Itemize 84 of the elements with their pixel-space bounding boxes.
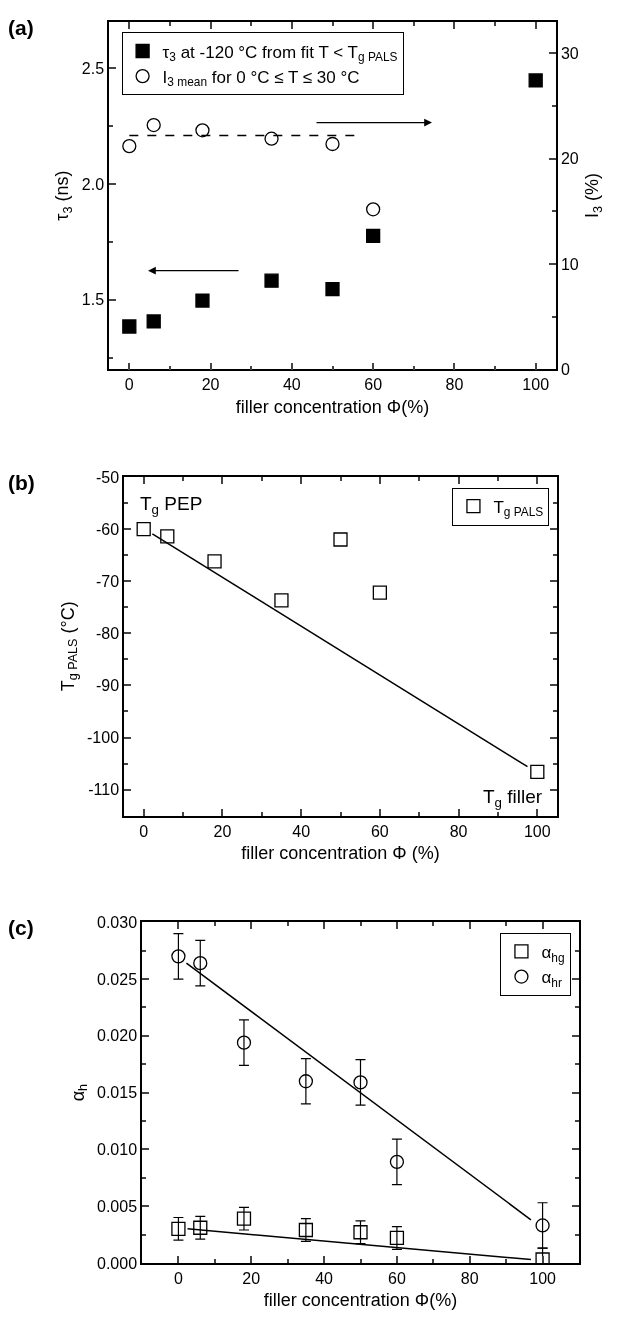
point xyxy=(333,532,348,547)
y2-tick-label: 20 xyxy=(560,150,579,168)
annotation: T$_{g}$ filler xyxy=(483,786,543,810)
x-tick-label: 20 xyxy=(242,1269,261,1287)
y-tick-label: 1.5 xyxy=(81,291,105,309)
point xyxy=(122,138,137,154)
point xyxy=(366,202,381,217)
y2-tick-label: 30 xyxy=(560,45,579,63)
chart-title: (c) xyxy=(8,916,34,939)
legend-label: T$_{g PALS}$ xyxy=(493,497,544,520)
x-tick-label: 20 xyxy=(213,822,232,840)
x-tick-label: 80 xyxy=(449,822,468,840)
x-tick-label: 0 xyxy=(173,1269,183,1287)
y-tick-label: 0.010 xyxy=(97,1140,138,1158)
point xyxy=(325,136,340,152)
x-tick-label: 100 xyxy=(529,1269,557,1287)
chart-title: (b) xyxy=(8,471,35,494)
x-tick-label: 80 xyxy=(445,376,464,394)
point xyxy=(353,1225,368,1240)
legend-label: τ$_{3}$ at -120 °C from fit T < T$_{g PALS}$ xyxy=(162,42,398,65)
point xyxy=(325,282,340,297)
point xyxy=(207,554,222,569)
x-tick-label: 20 xyxy=(201,376,220,394)
x-axis-title: filler concentration Φ(%) xyxy=(235,396,430,417)
point xyxy=(146,314,161,329)
legend-label: I$_{3 mean}$ for 0 °C ≤ T ≤ 30 °C xyxy=(162,67,360,90)
y-tick-label: -70 xyxy=(95,572,120,590)
point xyxy=(236,1035,252,1050)
point xyxy=(274,593,289,608)
x-tick-label: 0 xyxy=(139,822,149,840)
legend-label: α$_{hg}$ xyxy=(541,943,565,965)
point xyxy=(264,273,279,288)
x-tick-label: 100 xyxy=(522,376,550,394)
x-tick-label: 0 xyxy=(124,376,134,394)
point xyxy=(365,228,381,244)
y-tick-label: -50 xyxy=(95,468,120,486)
annotation: T$_{g}$ PEP xyxy=(140,493,203,517)
point xyxy=(353,1075,368,1090)
point xyxy=(372,585,388,600)
y2-tick-label: 10 xyxy=(560,255,579,273)
point xyxy=(530,764,545,780)
x-tick-label: 100 xyxy=(523,822,551,840)
y-tick-label: 0.000 xyxy=(97,1254,138,1272)
point xyxy=(389,1230,405,1246)
y-tick-label: 0.030 xyxy=(97,913,138,931)
legend-label: α$_{hr}$ xyxy=(541,968,562,990)
y-tick-label: 2.5 xyxy=(81,59,105,77)
x-tick-label: 60 xyxy=(388,1269,406,1287)
x-tick-label: 60 xyxy=(364,376,383,394)
x-tick-label: 80 xyxy=(460,1269,479,1287)
y-tick-label: -110 xyxy=(88,781,120,799)
point xyxy=(171,1221,186,1237)
y-tick-label: 0.005 xyxy=(97,1197,138,1215)
y-tick-label: -90 xyxy=(95,677,120,694)
y-tick-label: 0.025 xyxy=(97,970,138,988)
y-tick-label: -100 xyxy=(87,729,120,747)
y-tick-label: 0.020 xyxy=(97,1027,138,1045)
point xyxy=(264,131,279,146)
x-tick-label: 40 xyxy=(282,376,301,394)
y-tick-label: -80 xyxy=(95,624,120,642)
x-tick-label: 60 xyxy=(370,822,389,840)
point xyxy=(389,1154,405,1170)
point xyxy=(535,1218,550,1233)
point xyxy=(236,1211,252,1226)
point xyxy=(136,521,151,537)
point xyxy=(528,73,543,88)
point xyxy=(298,1222,314,1238)
point xyxy=(193,1220,208,1235)
point xyxy=(171,949,186,964)
point xyxy=(160,529,175,544)
chart-title: (a) xyxy=(8,16,34,39)
x-axis-title: filler concentration Φ (%) xyxy=(241,843,440,864)
x-axis-title: filler concentration Φ(%) xyxy=(263,1290,458,1311)
y-tick-label: 0.015 xyxy=(97,1084,138,1102)
point xyxy=(122,319,137,334)
y-tick-label: 2.0 xyxy=(81,175,105,193)
y-tick-label: -60 xyxy=(95,520,120,538)
point xyxy=(146,117,161,133)
x-tick-label: 40 xyxy=(315,1269,334,1287)
point xyxy=(298,1074,314,1089)
y2-tick-label: 0 xyxy=(560,360,570,378)
point xyxy=(193,956,208,971)
point xyxy=(195,293,210,308)
x-tick-label: 40 xyxy=(292,822,311,840)
